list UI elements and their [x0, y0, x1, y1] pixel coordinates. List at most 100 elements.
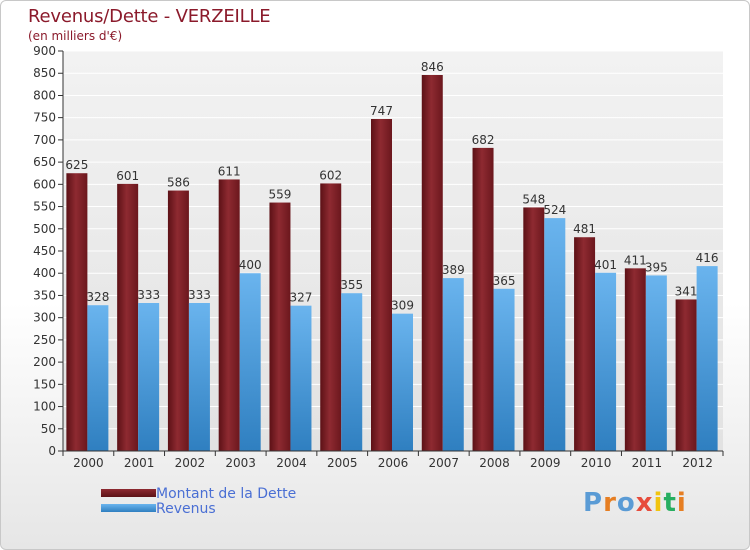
data-label-revenue: 524	[543, 203, 566, 217]
data-label-debt: 611	[218, 164, 241, 178]
bar-debt	[117, 183, 139, 451]
y-tick-label: 800	[33, 88, 56, 102]
bar-debt	[218, 179, 240, 451]
bar-debt	[675, 299, 697, 451]
y-tick-label: 600	[33, 177, 56, 191]
y-tick-label: 750	[33, 111, 56, 125]
proxiti-logo: Proxiti	[583, 488, 687, 518]
y-tick-label: 200	[33, 355, 56, 369]
x-tick-label: 2012	[682, 456, 713, 470]
data-label-revenue: 309	[391, 299, 414, 313]
x-tick-label: 2009	[530, 456, 561, 470]
data-label-revenue: 365	[493, 274, 516, 288]
bar-debt	[66, 173, 88, 451]
x-tick-label: 2005	[327, 456, 358, 470]
data-label-revenue: 355	[340, 278, 363, 292]
y-tick-label: 350	[33, 288, 56, 302]
data-label-debt: 559	[269, 188, 292, 202]
bar-revenue	[544, 218, 566, 451]
y-tick-label: 100	[33, 400, 56, 414]
bar-revenue	[239, 273, 261, 451]
bar-revenue	[138, 303, 160, 451]
x-tick-label: 2008	[479, 456, 510, 470]
bar-revenue	[645, 275, 667, 451]
bar-revenue	[595, 272, 617, 451]
bar-debt	[624, 268, 646, 451]
bar-debt	[167, 190, 189, 452]
data-label-debt: 481	[573, 222, 596, 236]
bar-revenue	[493, 288, 515, 451]
x-tick-label: 2007	[428, 456, 459, 470]
x-tick-label: 2000	[73, 456, 104, 470]
logo-letter: o	[616, 488, 636, 518]
x-tick-label: 2004	[276, 456, 307, 470]
x-tick-label: 2003	[225, 456, 256, 470]
y-tick-label: 500	[33, 222, 56, 236]
bar-debt	[421, 75, 443, 451]
bar-debt	[523, 207, 545, 451]
bar-revenue	[392, 313, 413, 451]
logo-letter: i	[676, 488, 687, 518]
bar-debt	[269, 202, 291, 451]
y-tick-label: 150	[33, 377, 56, 391]
data-label-debt: 548	[522, 192, 545, 206]
legend-label-revenue: Revenus	[156, 501, 216, 517]
data-label-debt: 747	[370, 104, 393, 118]
y-tick-label: 900	[33, 44, 56, 58]
bar-revenue	[290, 305, 312, 451]
legend-swatch-debt	[101, 489, 156, 497]
bar-revenue	[442, 278, 464, 451]
bar-debt	[320, 183, 342, 451]
data-label-debt: 682	[472, 133, 495, 147]
y-tick-label: 650	[33, 155, 56, 169]
data-label-revenue: 395	[645, 260, 668, 274]
y-tick-label: 50	[41, 422, 56, 436]
logo-letter: t	[663, 488, 677, 518]
data-label-debt: 602	[319, 168, 342, 182]
data-label-revenue: 333	[188, 288, 211, 302]
bar-debt	[371, 119, 392, 451]
bar-debt	[574, 237, 596, 451]
data-label-debt: 601	[116, 169, 139, 183]
y-tick-label: 250	[33, 333, 56, 347]
legend-label-debt: Montant de la Dette	[156, 486, 297, 502]
data-label-revenue: 400	[239, 258, 262, 272]
y-tick-label: 700	[33, 133, 56, 147]
chart-subtitle: (en milliers d'€)	[28, 29, 123, 43]
y-tick-label: 550	[33, 200, 56, 214]
logo-letter: x	[635, 488, 654, 518]
bar-debt	[472, 147, 494, 451]
chart-title: Revenus/Dette - VERZEILLE	[28, 6, 271, 27]
data-label-debt: 341	[675, 284, 698, 298]
bar-revenue	[87, 305, 109, 451]
logo-letter: r	[603, 488, 617, 518]
y-tick-label: 400	[33, 266, 56, 280]
legend-swatch-revenue	[101, 504, 156, 512]
y-tick-label: 0	[48, 444, 56, 458]
bar-revenue	[696, 266, 718, 451]
logo-letter: P	[583, 488, 604, 518]
logo-letter: i	[653, 488, 664, 518]
x-tick-label: 2001	[124, 456, 155, 470]
data-label-debt: 411	[624, 253, 647, 267]
x-tick-label: 2006	[378, 456, 409, 470]
data-label-revenue: 401	[594, 258, 617, 272]
data-label-revenue: 416	[696, 251, 719, 265]
data-label-revenue: 328	[86, 290, 109, 304]
x-tick-label: 2011	[632, 456, 663, 470]
data-label-revenue: 333	[137, 288, 160, 302]
x-tick-label: 2002	[175, 456, 206, 470]
data-label-debt: 625	[65, 158, 88, 172]
y-tick-label: 300	[33, 311, 56, 325]
data-label-debt: 846	[421, 60, 444, 74]
y-tick-label: 450	[33, 244, 56, 258]
bar-revenue	[188, 303, 210, 451]
x-tick-label: 2010	[581, 456, 612, 470]
bar-revenue	[341, 293, 363, 451]
data-label-debt: 586	[167, 176, 190, 190]
y-tick-label: 850	[33, 66, 56, 80]
data-label-revenue: 389	[442, 263, 465, 277]
data-label-revenue: 327	[290, 291, 313, 305]
